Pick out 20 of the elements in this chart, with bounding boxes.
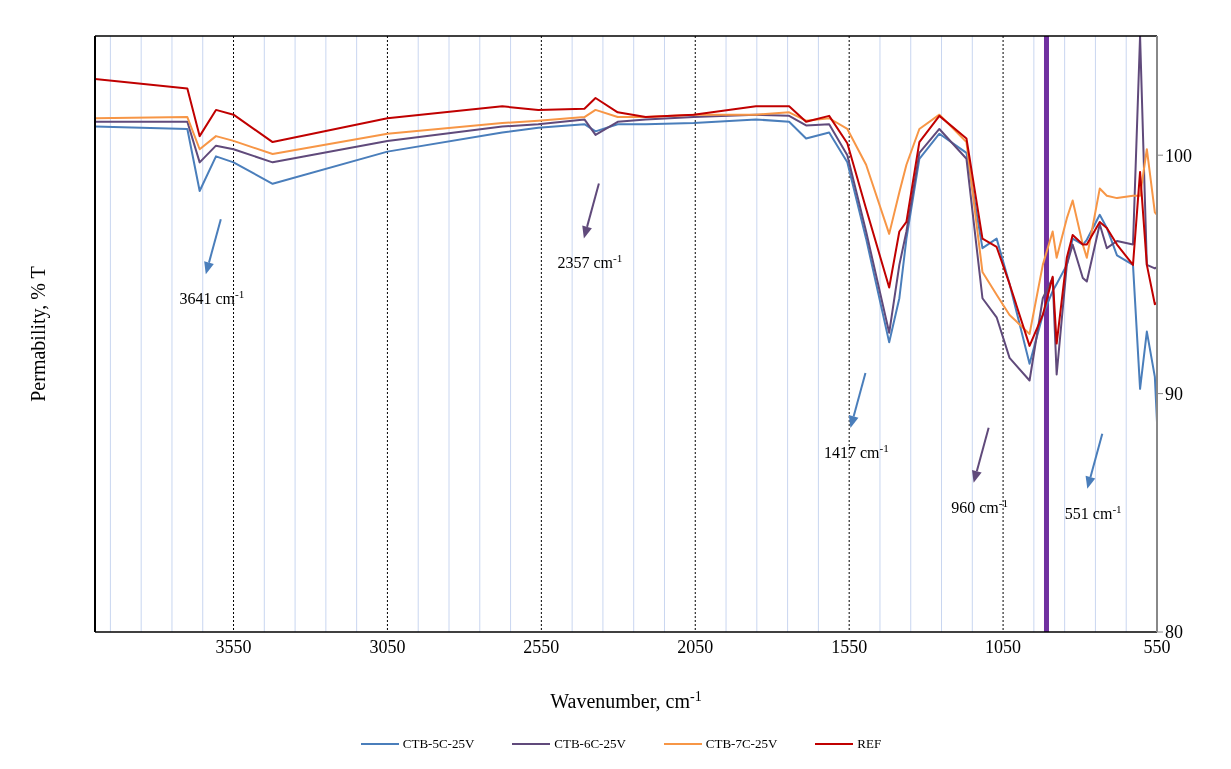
x-tick-label: 2550 (523, 636, 560, 657)
annotation: 960 cm$^{-1}$ (951, 496, 1009, 516)
line-series (95, 77, 1157, 347)
annotation: 551 cm$^{-1}$ (1064, 502, 1122, 522)
y-axis-title: Permability, % T (27, 266, 50, 402)
legend-label: REF (857, 736, 882, 752)
y-tick-label: 100 (1165, 145, 1192, 166)
x-tick-label: 2050 (677, 636, 714, 657)
legend-label: CTB-7C-25V (705, 736, 778, 752)
legend-label: CTB-6C-25V (554, 736, 626, 752)
line-series (95, 108, 1157, 335)
legend-label: CTB-5C-25V (402, 736, 475, 752)
x-tick-label: 3550 (215, 636, 252, 657)
x-axis-title: Wavenumber, cm$^{-1}$ (550, 688, 702, 712)
y-tick-label: 90 (1165, 383, 1183, 404)
annotation: 1417 cm$^{-1}$ (824, 441, 889, 461)
annotation: 2357 cm$^{-1}$ (557, 252, 623, 272)
x-tick-label: 1550 (831, 636, 868, 657)
x-tick-label: 3050 (369, 636, 406, 657)
x-tick-label: 1050 (985, 636, 1022, 657)
